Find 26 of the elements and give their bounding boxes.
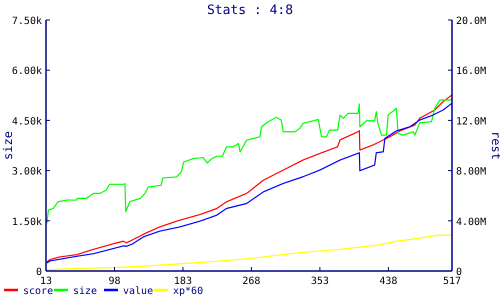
x-tick-label: 517 [442, 276, 462, 287]
x-tick-label: 438 [379, 276, 398, 287]
y2-tick-label: 12.0M [456, 116, 486, 128]
y-tick-label: 0 [36, 267, 42, 278]
x-tick-label: 268 [242, 276, 260, 287]
y2-tick-label: 16.0M [456, 66, 486, 78]
legend-label: xp*60 [173, 286, 204, 297]
chart-title: Stats : 4:8 [206, 3, 294, 18]
legend-label: score [23, 286, 54, 297]
x-tick-label: 98 [108, 276, 120, 287]
y2-tick-label: 0 [456, 267, 462, 278]
x-tick-label: 13 [40, 276, 52, 287]
y-tick-label: 4.50k [12, 116, 42, 128]
x-tick-label: 353 [310, 276, 329, 287]
y2-tick-label: 20.0M [456, 16, 486, 27]
y-axis-title: size [1, 131, 15, 160]
y-tick-label: 3.00k [12, 166, 42, 178]
line-series [46, 96, 453, 224]
x-tick-label: 183 [174, 276, 192, 287]
legend-label: value [123, 286, 154, 297]
y2-tick-label: 4.00M [456, 216, 486, 228]
y-tick-label: 1.50k [12, 216, 42, 228]
legend-label: size [73, 286, 98, 297]
y-tick-label: 7.50k [12, 16, 42, 27]
y-tick-label: 6.00k [12, 66, 42, 78]
y2-tick-label: 8.00M [456, 166, 486, 178]
